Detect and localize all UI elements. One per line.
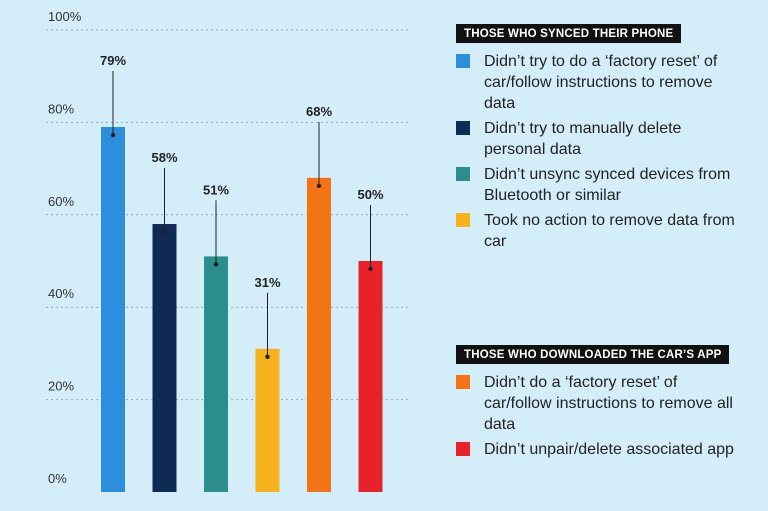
bar [358,261,383,492]
legend-item: Took no action to remove data from car [456,210,756,252]
legend-item-label: Took no action to remove data from car [484,212,735,250]
legend-swatch [456,375,470,389]
data-labels: 79% 58% 51% 31% 68% 50% [100,53,384,359]
label-leader-dot [110,132,116,138]
bar [255,348,280,492]
legend-swatch [456,213,470,227]
legend-item: Didn’t unpair/delete associated app [456,439,756,460]
legend-downloaded-app: THOSE WHO DOWNLOADED THE CAR’S APP Didn’… [456,345,756,464]
legend-item: Didn’t unsync synced devices from Blueto… [456,164,756,206]
legend-item: Didn’t try to do a ‘factory reset’ of ca… [456,51,756,114]
label-leader-dot [265,354,270,359]
label-leader-dot [368,266,373,272]
legend-swatch [456,167,470,181]
data-label: 58% [151,150,177,165]
bar [101,127,125,493]
legend-swatch [456,54,470,68]
data-label: 50% [357,187,383,202]
legend-item-label: Didn’t try to do a ‘factory reset’ of ca… [484,53,718,112]
legend-synced-phone: THOSE WHO SYNCED THEIR PHONE Didn’t try … [456,24,756,256]
bars [101,127,383,493]
legend-item: Didn’t try to manually delete personal d… [456,118,756,160]
label-leader-dot [316,183,322,189]
bar-chart: 0% 20% 40% 60% 80% 100% 79% 58% 51% 31% 68% 50% [46,9,410,493]
data-label: 31% [254,275,280,290]
y-tick-label: 80% [48,101,74,116]
label-leader-dot [213,262,219,267]
legend-header-synced-phone: THOSE WHO SYNCED THEIR PHONE [456,24,682,43]
legend-item-label: Didn’t do a ‘factory reset’ of car/follo… [484,374,733,433]
legend-header-downloaded-app: THOSE WHO DOWNLOADED THE CAR’S APP [456,345,730,364]
data-label: 79% [100,53,126,68]
y-tick-label: 0% [48,471,67,486]
y-axis-ticks: 0% 20% 40% 60% 80% 100% [48,9,82,486]
y-tick-label: 40% [48,286,74,301]
data-label: 51% [203,182,229,197]
label-leader-dot [162,229,167,235]
y-tick-label: 100% [48,9,82,24]
legend-swatch [456,442,470,456]
legend-item-label: Didn’t unpair/delete associated app [484,441,734,458]
data-label: 68% [306,104,332,119]
y-tick-label: 20% [48,379,74,394]
bar [204,256,228,492]
y-tick-label: 60% [48,194,74,209]
bar [152,224,177,493]
legend-item: Didn’t do a ‘factory reset’ of car/follo… [456,372,756,435]
legend-swatch [456,121,470,135]
legend-item-label: Didn’t unsync synced devices from Blueto… [484,166,731,204]
legend-item-label: Didn’t try to manually delete personal d… [484,120,682,158]
bar [307,177,331,492]
